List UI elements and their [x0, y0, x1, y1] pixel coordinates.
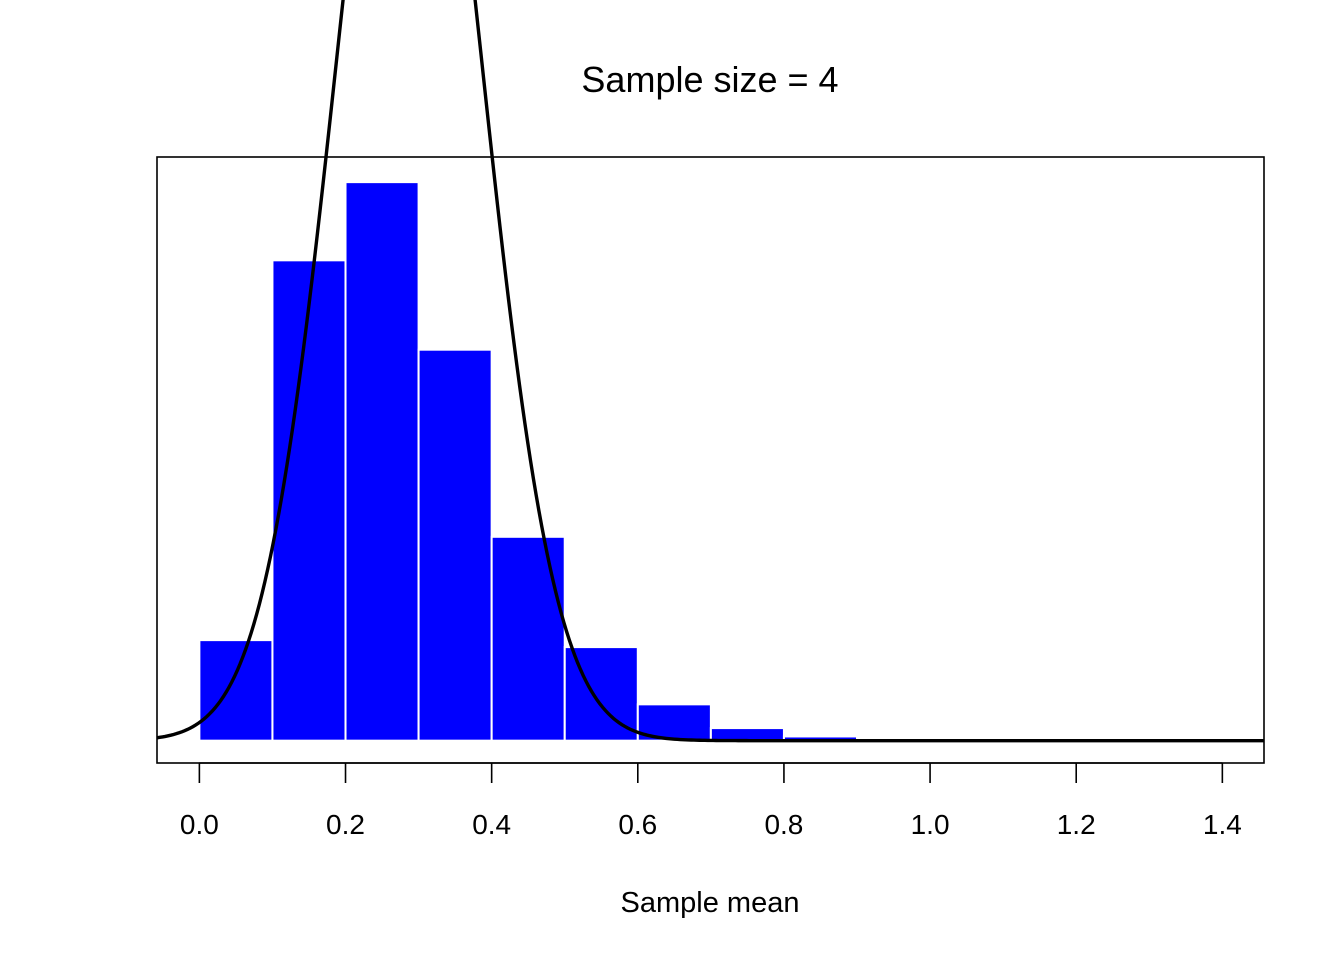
- normal-density-curve: [156, 0, 1264, 743]
- histogram-bar-1: [271, 259, 347, 742]
- bars-group: [198, 181, 859, 742]
- x-tick-label-2: 0.4: [472, 809, 511, 840]
- histogram-bar-0: [198, 639, 274, 742]
- x-tick-label-5: 1.0: [911, 809, 950, 840]
- x-tick-label-6: 1.2: [1057, 809, 1096, 840]
- x-tick-label-0: 0.0: [180, 809, 219, 840]
- x-tick-label-1: 0.2: [326, 809, 365, 840]
- chart-title: Sample size = 4: [581, 59, 838, 100]
- histogram-bar-2: [344, 181, 420, 742]
- histogram-bar-7: [709, 727, 785, 742]
- histogram-bar-3: [417, 348, 493, 742]
- x-tick-label-7: 1.4: [1203, 809, 1242, 840]
- histogram-bar-4: [490, 535, 566, 742]
- x-tick-label-4: 0.8: [764, 809, 803, 840]
- x-axis-label: Sample mean: [621, 887, 800, 919]
- x-axis: 0.0 0.2 0.4 0.6 0.8 1.0 1.2 1.4: [180, 762, 1242, 840]
- x-tick-label-3: 0.6: [618, 809, 657, 840]
